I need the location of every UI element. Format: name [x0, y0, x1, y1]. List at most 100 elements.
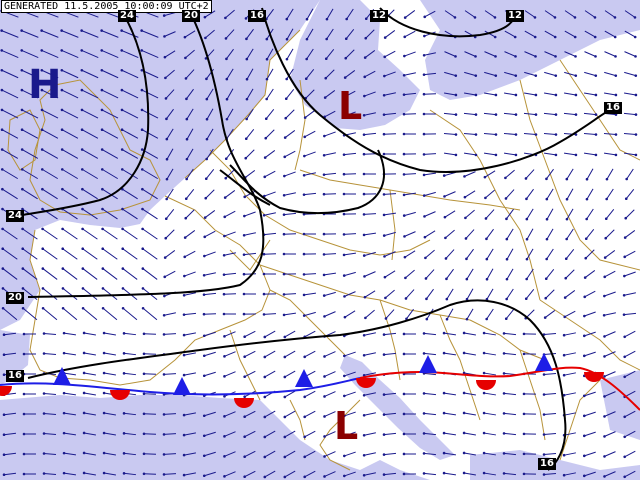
wind-arrow: [482, 411, 497, 416]
wind-arrow: [624, 209, 635, 220]
wind-arrow: [402, 412, 417, 416]
wind-arrow: [183, 271, 196, 278]
wind-arrow: [362, 132, 377, 136]
wind-arrow: [283, 410, 296, 419]
wind-arrow: [542, 452, 557, 456]
wind-arrow: [462, 331, 476, 336]
wind-arrow: [224, 29, 235, 40]
wind-arrow: [163, 270, 176, 279]
high-pressure-center: H: [28, 62, 62, 108]
wind-arrow: [183, 230, 196, 239]
wind-arrow: [101, 306, 118, 321]
wind-arrow: [402, 92, 417, 96]
wind-arrow: [265, 68, 274, 81]
wind-arrow: [243, 470, 256, 479]
wind-arrow: [242, 292, 257, 296]
wind-arrow: [625, 168, 634, 181]
wind-arrow: [603, 451, 616, 458]
wind-arrow: [383, 50, 396, 59]
wind-arrow: [222, 272, 237, 276]
wind-arrow: [242, 252, 257, 256]
wind-arrow: [120, 88, 139, 99]
wind-arrow: [623, 370, 636, 379]
wind-arrow: [101, 267, 118, 280]
wind-arrow: [343, 471, 356, 478]
wind-arrow: [602, 312, 616, 317]
isobar-16-south: [27, 299, 567, 471]
wind-arrow: [263, 470, 276, 479]
wind-arrow: [323, 411, 336, 418]
isobar-20-north: [27, 7, 265, 298]
wind-arrow: [122, 352, 137, 356]
wind-arrow: [483, 92, 498, 97]
wind-arrow: [465, 288, 474, 301]
wind-arrow: [445, 288, 454, 301]
wind-arrow: [323, 471, 336, 478]
wind-arrow: [1, 227, 18, 240]
wind-arrow: [40, 168, 58, 180]
wind-arrow: [442, 411, 457, 416]
wind-arrow: [583, 270, 596, 279]
wind-arrow: [304, 68, 315, 80]
wind-arrow: [1, 306, 18, 321]
wind-arrow: [102, 451, 117, 456]
wind-arrow: [563, 310, 576, 319]
wind-arrow: [342, 152, 357, 156]
wind-arrow: [282, 312, 297, 317]
wind-arrow: [165, 128, 174, 141]
wind-arrow: [62, 411, 77, 416]
wind-arrow: [462, 451, 476, 456]
wind-arrow: [442, 471, 457, 476]
wind-arrow: [603, 250, 616, 259]
wind-arrow: [305, 48, 314, 61]
wind-arrow: [263, 410, 276, 419]
wind-arrow: [122, 332, 137, 336]
wind-arrow: [522, 352, 537, 356]
wind-arrow: [544, 268, 555, 280]
wind-arrow: [362, 432, 376, 437]
wind-arrow: [563, 152, 578, 157]
wind-arrow: [402, 452, 417, 456]
isobar-label: 20: [6, 292, 24, 304]
warm-front-semicircle: [110, 390, 130, 400]
wind-arrow: [442, 391, 457, 396]
wind-arrow: [223, 231, 236, 238]
wind-arrow: [142, 432, 157, 436]
wind-arrow: [40, 148, 59, 159]
wind-arrow: [363, 70, 376, 79]
wind-arrow: [22, 432, 37, 436]
wind-arrow: [623, 470, 636, 479]
wind-arrow: [544, 51, 557, 58]
wind-arrow: [502, 372, 517, 376]
wind-arrow: [22, 352, 37, 356]
wind-arrow: [163, 250, 176, 259]
wind-arrow: [204, 189, 215, 200]
wind-arrow: [383, 270, 396, 279]
wind-arrow: [102, 331, 117, 336]
wind-arrow: [102, 351, 117, 356]
wind-arrow: [322, 272, 337, 277]
isobar-label: 24: [118, 10, 136, 22]
wind-arrow: [42, 332, 57, 336]
wind-arrow: [223, 451, 236, 458]
isobar-24-north: [21, 7, 150, 216]
wind-arrow: [582, 411, 596, 418]
wind-arrow: [245, 108, 254, 121]
wind-arrow: [185, 148, 194, 161]
wind-arrow: [362, 192, 377, 196]
wind-arrow: [584, 228, 595, 240]
wind-arrow: [425, 288, 434, 301]
wind-arrow: [102, 471, 117, 476]
wind-arrow: [343, 351, 356, 358]
isobar-label: 16: [6, 370, 24, 382]
wind-arrow: [223, 431, 236, 438]
wind-arrow: [80, 168, 98, 180]
wind-arrow: [402, 173, 417, 176]
wind-arrow: [363, 50, 376, 59]
wind-arrow: [603, 331, 616, 338]
wind-arrow: [345, 8, 354, 21]
wind-arrow: [283, 370, 296, 379]
wind-arrow: [562, 372, 576, 377]
wind-arrow: [282, 293, 297, 296]
